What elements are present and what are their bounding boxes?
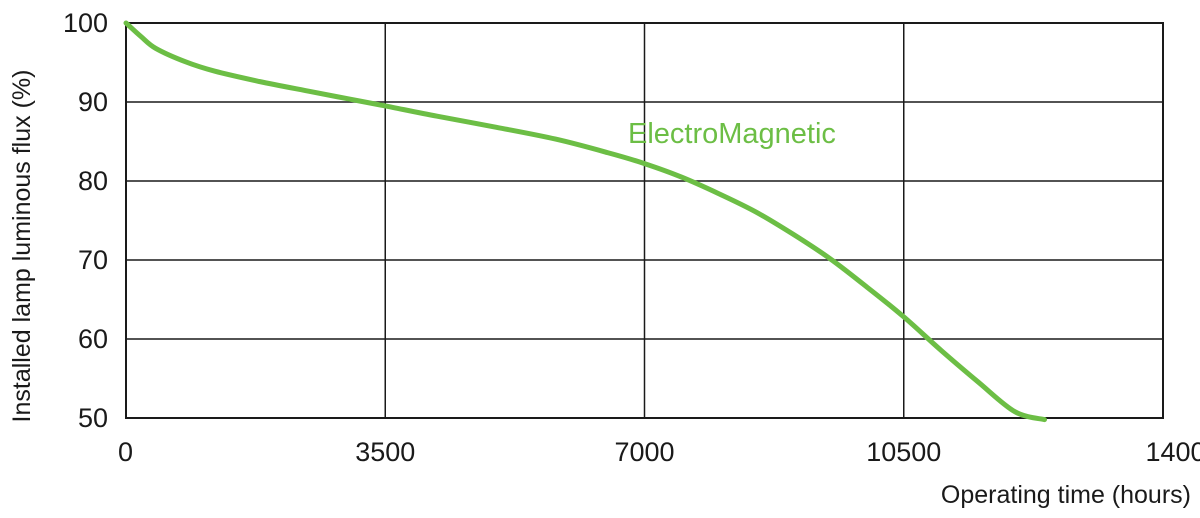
y-tick-label: 80 (78, 166, 108, 196)
y-tick-label: 70 (78, 245, 108, 275)
series-label: ElectroMagnetic (628, 118, 836, 150)
x-tick-label: 0 (118, 437, 133, 467)
series-line (123, 20, 1047, 423)
x-tick-label: 10500 (866, 437, 941, 467)
y-axis-label: Installed lamp luminous flux (%) (8, 70, 36, 423)
x-tick-label: 7000 (614, 437, 674, 467)
y-tick-label: 50 (78, 403, 108, 433)
plot-frame (125, 22, 1164, 419)
y-tick-labels: 50 60 70 80 90 100 (63, 8, 108, 433)
y-tick-label: 90 (78, 87, 108, 117)
x-tick-label: 14000 (1145, 437, 1200, 467)
grid-lines (126, 23, 1163, 418)
x-tick-label: 3500 (355, 437, 415, 467)
y-tick-label: 100 (63, 8, 108, 38)
y-tick-label: 60 (78, 324, 108, 354)
x-tick-labels: 0 3500 7000 10500 14000 (118, 437, 1200, 467)
series-lines (123, 20, 1047, 423)
x-axis-label: Operating time (hours) (941, 481, 1191, 509)
